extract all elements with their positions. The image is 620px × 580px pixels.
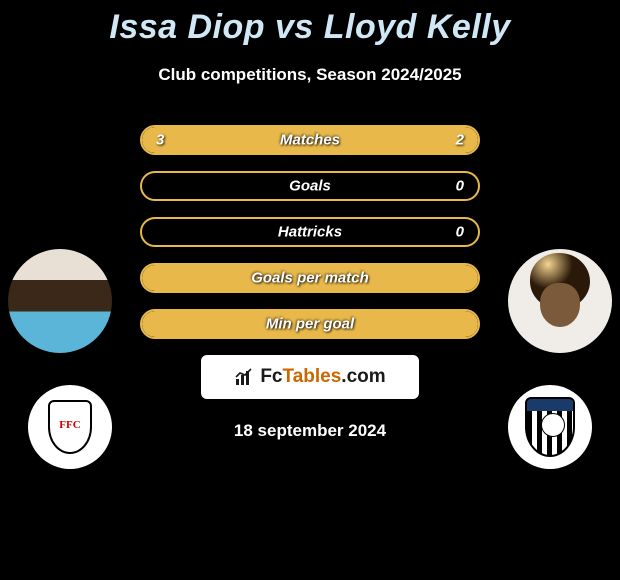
subtitle: Club competitions, Season 2024/2025 (0, 65, 620, 85)
club-right-badge (508, 385, 592, 469)
stat-label: Goals (142, 178, 478, 195)
stat-label: Hattricks (142, 224, 478, 241)
stat-label: Goals per match (142, 270, 478, 287)
stat-row: Matches3 2 (140, 125, 480, 155)
page-title: Issa Diop vs Lloyd Kelly (0, 0, 620, 47)
stat-row: Goals per match (140, 263, 480, 293)
newcastle-crest-icon (525, 397, 575, 457)
stat-label: Min per goal (142, 316, 478, 333)
stats-area: FFC Matches32Goals0Hattricks0Goals per m… (0, 125, 620, 339)
stat-row: Hattricks0 (140, 217, 480, 247)
stat-value-right: 0 (456, 224, 464, 241)
brand-text: FcTables.com (260, 366, 385, 388)
stat-value-right: 2 (456, 132, 464, 149)
stat-value-right: 0 (456, 178, 464, 195)
stat-row: Goals0 (140, 171, 480, 201)
club-left-badge: FFC (28, 385, 112, 469)
chart-icon (234, 367, 256, 387)
player-left-avatar (8, 249, 112, 353)
fulham-crest-icon: FFC (48, 400, 92, 454)
brand-box: FcTables.com (201, 355, 419, 399)
stat-label: Matches (142, 132, 478, 149)
player-right-avatar (508, 249, 612, 353)
stat-value-left: 3 (156, 132, 164, 149)
stat-row: Min per goal (140, 309, 480, 339)
